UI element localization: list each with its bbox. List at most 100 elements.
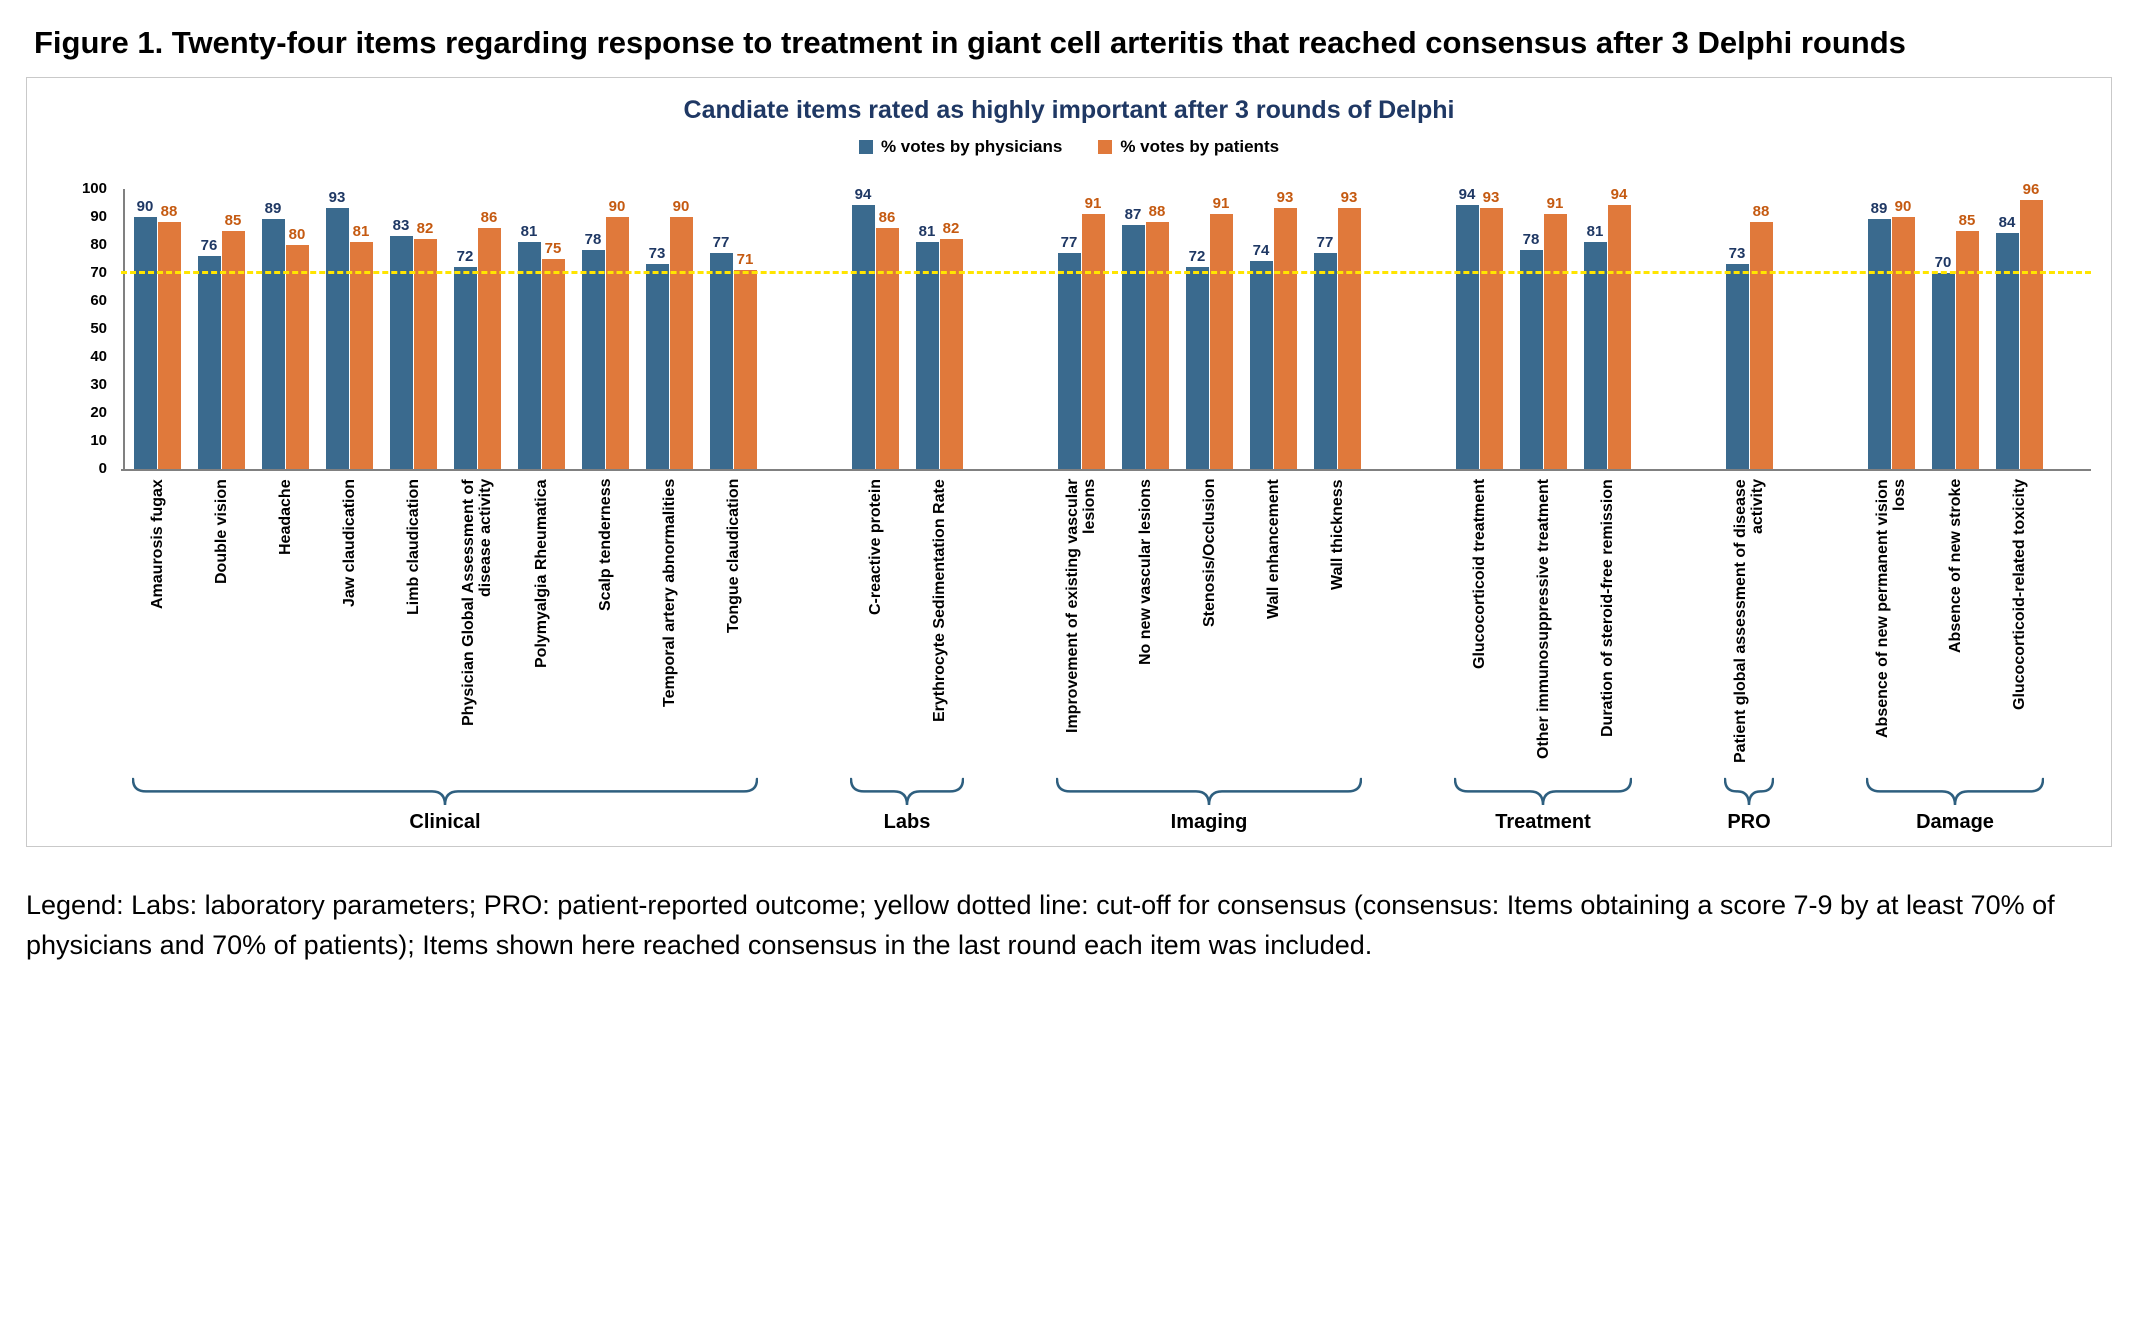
legend-swatch-physicians xyxy=(858,139,873,154)
chart-panel: Candiate items rated as highly important… xyxy=(26,76,2112,847)
bar-value-patients: 81 xyxy=(352,222,370,240)
bar-pair: 90 88 xyxy=(125,198,189,469)
bar-patients xyxy=(1955,230,1979,469)
bar-pair: 83 82 xyxy=(381,217,445,469)
bar-value-physicians: 78 xyxy=(584,231,602,249)
x-axis-label: Absence of new stroke xyxy=(1946,478,1964,653)
group-brace xyxy=(1056,777,1362,805)
bar-value-patients: 90 xyxy=(1894,197,1912,215)
bar-value-patients: 93 xyxy=(1276,189,1294,207)
x-axis-label: Patient global assessment of disease act… xyxy=(1732,478,1766,763)
x-axis-label: Absence of new permanent vision loss xyxy=(1874,478,1908,738)
bar-patients xyxy=(1081,213,1105,469)
bar-physicians xyxy=(1185,266,1209,469)
y-tick-label: 60 xyxy=(90,291,107,309)
y-tick-label: 50 xyxy=(90,319,107,337)
bar-patients xyxy=(669,216,693,469)
bar-value-patients: 93 xyxy=(1340,189,1358,207)
x-axis-label: Stenosis/Occlusion xyxy=(1200,478,1218,627)
bar-physicians xyxy=(453,266,477,469)
bar-patients xyxy=(221,230,245,469)
bar-patients xyxy=(1209,213,1233,469)
bar-value-physicians: 93 xyxy=(328,189,346,207)
x-axis-label: Duration of steroid-free remission xyxy=(1598,478,1616,737)
bar-value-physicians: 81 xyxy=(918,222,936,240)
bar-value-patients: 80 xyxy=(288,225,306,243)
bar-pair: 73 90 xyxy=(637,198,701,469)
bar-value-patients: 91 xyxy=(1546,194,1564,212)
legend-swatch-patients xyxy=(1098,139,1113,154)
bar-pair: 76 85 xyxy=(189,212,253,469)
bar-value-physicians: 87 xyxy=(1124,205,1142,223)
figure-title: Figure 1. Twenty-four items regarding re… xyxy=(34,25,1906,60)
x-axis-label: No new vascular lesions xyxy=(1136,478,1154,665)
bar-value-patients: 88 xyxy=(1752,203,1770,221)
x-axis-label: Polymyalgia Rheumatica xyxy=(532,478,550,668)
bar-patients xyxy=(349,241,373,469)
bar-pair: 72 91 xyxy=(1177,195,1241,469)
group-label-treatment: Treatment xyxy=(1495,810,1591,833)
bar-value-patients: 85 xyxy=(224,211,242,229)
bar-physicians xyxy=(325,208,349,469)
bar-value-physicians: 77 xyxy=(712,233,730,251)
bar-patients xyxy=(1479,208,1503,469)
bar-pair: 72 86 xyxy=(445,209,509,469)
bar-value-physicians: 72 xyxy=(456,247,474,265)
x-axis-label: C-reactive protein xyxy=(866,478,884,615)
y-axis: 0 10 20 30 40 50 60 70 80 90 100 xyxy=(59,163,115,483)
group-brace xyxy=(1724,777,1774,805)
bar-value-patients: 75 xyxy=(544,239,562,257)
bar-value-patients: 93 xyxy=(1482,189,1500,207)
chart-group-labs: 94 86 81 82 C-reactive protein Erythrocyte Se… xyxy=(843,186,971,834)
bar-physicians xyxy=(1519,250,1543,469)
y-tick-label: 40 xyxy=(90,347,107,365)
bar-pair: 81 75 xyxy=(509,223,573,469)
bar-physicians xyxy=(261,219,285,469)
bar-value-physicians: 70 xyxy=(1934,253,1952,271)
bar-pair: 77 91 xyxy=(1049,195,1113,469)
group-brace xyxy=(1866,777,2044,805)
x-axis-label: Wall enhancement xyxy=(1264,478,1282,619)
bar-patients xyxy=(1273,208,1297,469)
bar-physicians xyxy=(133,216,157,469)
bar-value-patients: 71 xyxy=(736,250,754,268)
bar-patients xyxy=(157,222,181,469)
x-axis-label: Double vision xyxy=(212,478,230,584)
bar-pair: 84 96 xyxy=(1987,181,2051,469)
bar-patients xyxy=(2019,199,2043,469)
group-brace xyxy=(1454,777,1632,805)
y-tick-label: 20 xyxy=(90,403,107,421)
x-axis-label: Erythrocyte Sedimentation Rate xyxy=(930,478,948,722)
bar-physicians xyxy=(851,205,875,469)
bar-patients xyxy=(1543,213,1567,469)
bar-value-physicians: 89 xyxy=(1870,200,1888,218)
bar-pair: 89 90 xyxy=(1859,198,1923,469)
bar-patients xyxy=(1607,205,1631,469)
bar-patients xyxy=(939,238,963,469)
group-label-labs: Labs xyxy=(883,810,931,833)
bar-value-physicians: 94 xyxy=(854,186,872,204)
bar-value-patients: 86 xyxy=(878,208,896,226)
x-axis-label: Limb claudication xyxy=(404,478,422,615)
bar-pair: 81 94 xyxy=(1575,186,1639,469)
bar-value-physicians: 81 xyxy=(520,222,538,240)
bar-value-patients: 90 xyxy=(608,197,626,215)
bar-value-patients: 91 xyxy=(1212,194,1230,212)
x-axis-label: Physician Global Assessment of disease a… xyxy=(460,478,494,726)
bar-physicians xyxy=(1455,205,1479,469)
group-label-clinical: Clinical xyxy=(409,810,481,833)
chart-group-imaging: 77 91 87 88 72 91 74 93 77 93 Improvement of exist… xyxy=(1049,189,1369,834)
bar-pair: 77 71 xyxy=(701,234,765,469)
bar-patients xyxy=(1891,216,1915,469)
x-axis-label: Headache xyxy=(276,478,294,555)
x-axis-label: Wall thickness xyxy=(1328,478,1346,590)
bar-value-patients: 82 xyxy=(416,219,434,237)
chart-group-damage: 89 90 70 85 84 96 Absence of new permanent vis… xyxy=(1859,181,2051,834)
plot-groups: 90 88 76 85 89 80 93 81 83 82 72 86 81 75 78 90 73 90 77 71… xyxy=(125,163,2091,834)
bar-pair: 73 88 xyxy=(1717,203,1781,469)
chart-title: Candiate items rated as highly important… xyxy=(683,95,1455,124)
bar-physicians xyxy=(1121,224,1145,469)
legend-label-physicians: % votes by physicians xyxy=(880,136,1063,156)
bar-value-patients: 85 xyxy=(1958,211,1976,229)
bar-patients xyxy=(541,258,565,469)
